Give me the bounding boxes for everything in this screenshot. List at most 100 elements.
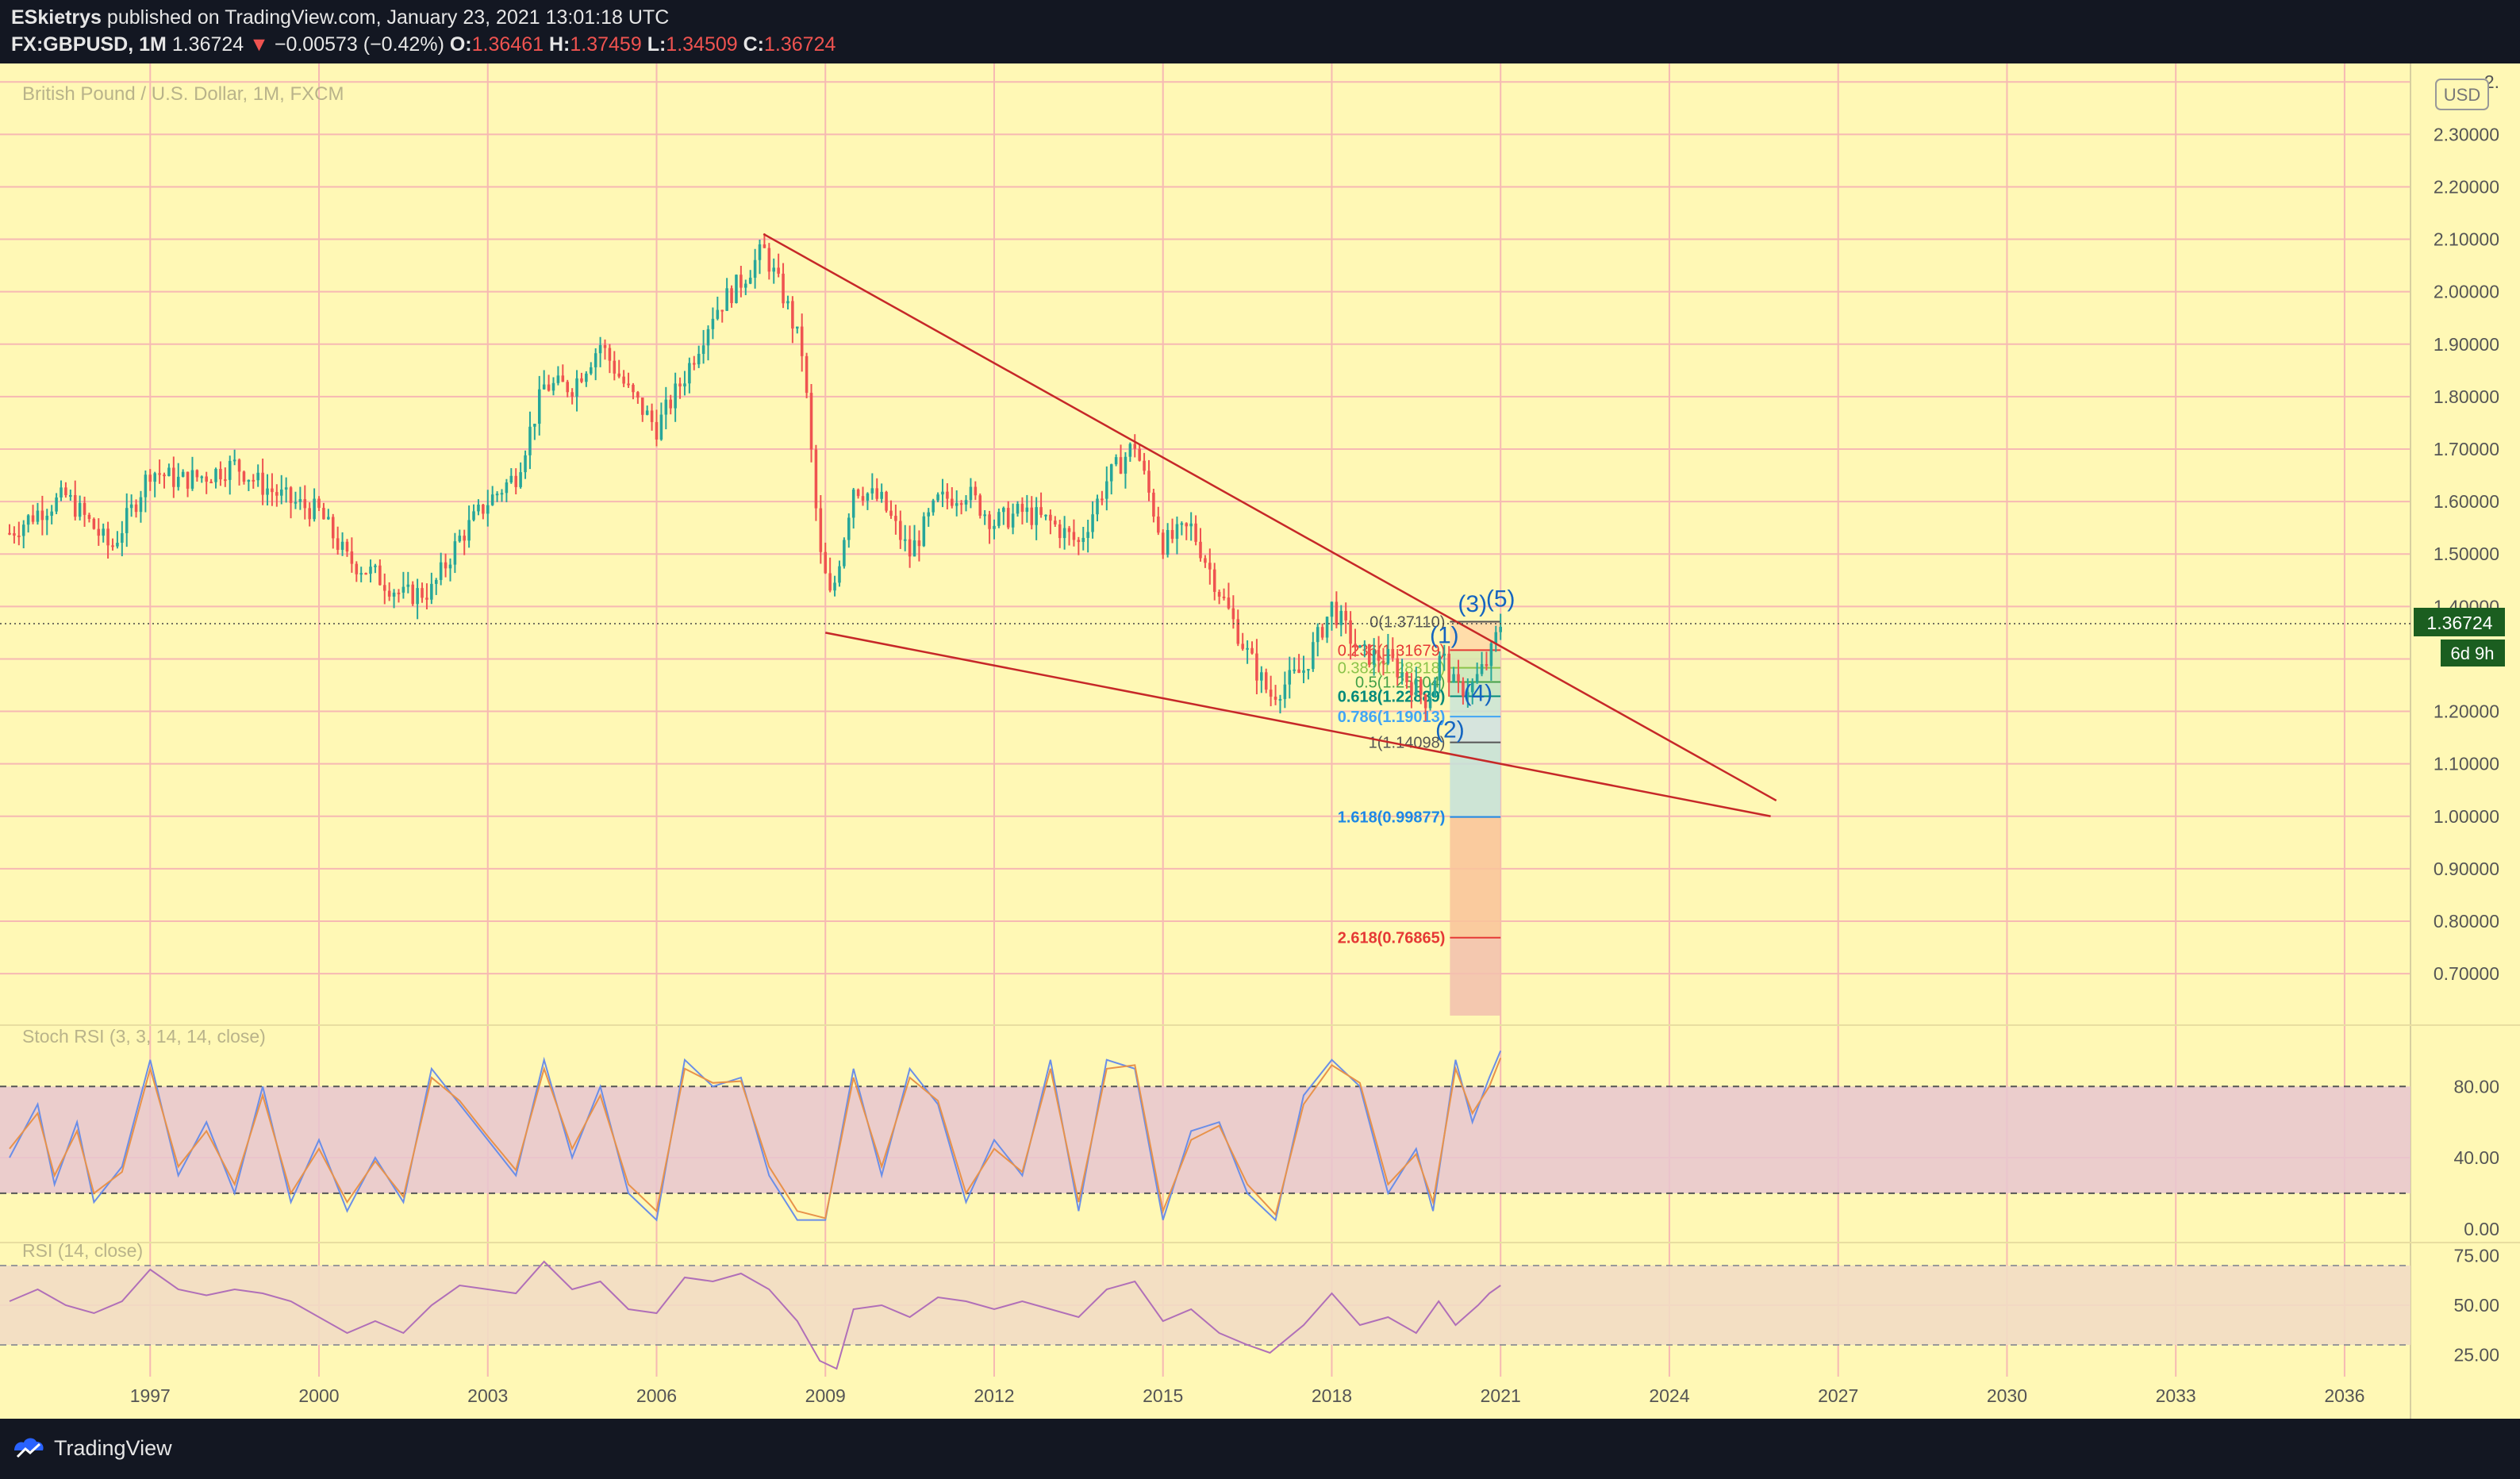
- candle-body: [261, 472, 264, 495]
- chart-canvas[interactable]: 0(1.37110)0.236(1.31679)0.382(1.28318)0.…: [0, 63, 2520, 1419]
- candle-body: [861, 496, 865, 501]
- publisher-name[interactable]: ESkietrys: [11, 6, 102, 29]
- candle-body: [416, 588, 419, 605]
- candle-body: [205, 476, 208, 482]
- candle-body: [1081, 537, 1085, 543]
- candle-body: [1011, 513, 1015, 528]
- candle-body: [327, 517, 330, 520]
- candle-body: [1293, 669, 1296, 671]
- candle-body: [1199, 541, 1202, 559]
- candle-body: [247, 479, 251, 482]
- candle-body: [1170, 529, 1174, 540]
- candle-body: [594, 353, 597, 367]
- candle-body: [951, 498, 954, 506]
- time-tick-label: 2000: [298, 1385, 339, 1406]
- candle-body: [514, 475, 517, 487]
- symbol-label: FX:GBPUSD, 1M: [11, 33, 167, 56]
- candle-body: [500, 493, 504, 495]
- candle-body: [674, 383, 677, 409]
- time-tick-label: 2006: [636, 1385, 677, 1406]
- candle-body: [1124, 456, 1127, 474]
- candle-body: [1035, 507, 1038, 525]
- candle-body: [294, 501, 298, 504]
- candle-body: [486, 505, 490, 514]
- candle-body: [55, 497, 58, 512]
- candle-body: [176, 476, 180, 487]
- elliott-wave-label: (4): [1464, 680, 1493, 706]
- candle-body: [1020, 504, 1024, 513]
- rsi-band: [0, 1266, 2411, 1345]
- high-value: 1.37459: [570, 33, 642, 56]
- candle-body: [524, 455, 527, 473]
- candle-body: [791, 301, 794, 329]
- candle-body: [21, 524, 25, 536]
- stoch-band: [0, 1086, 2411, 1193]
- publish-date: published on TradingView.com, January 23…: [106, 6, 670, 29]
- candle-body: [374, 565, 377, 567]
- candle-body: [828, 573, 832, 591]
- elliott-wave-label: (2): [1435, 717, 1465, 743]
- candle-body: [772, 267, 776, 272]
- candle-body: [641, 398, 644, 415]
- price-change: −0.00573 (−0.42%): [274, 33, 444, 56]
- candle-body: [1358, 645, 1362, 648]
- candle-body: [1128, 444, 1132, 457]
- stoch-title: Stoch RSI (3, 3, 14, 14, close): [22, 1026, 266, 1047]
- candle-body: [17, 535, 21, 537]
- candle-body: [589, 367, 593, 374]
- price-tick-label: 2.00000: [2434, 282, 2499, 302]
- candle-body: [490, 494, 494, 505]
- candle-body: [1457, 674, 1460, 682]
- candle-body: [1119, 457, 1123, 474]
- candle-body: [1143, 460, 1146, 471]
- candle-body: [1423, 694, 1427, 709]
- candle-body: [232, 459, 236, 462]
- candle-body: [453, 541, 457, 565]
- stoch-tick-label: 80.00: [2453, 1076, 2499, 1097]
- candle-body: [1044, 514, 1047, 517]
- candle-body: [946, 491, 949, 499]
- time-tick-label: 1997: [130, 1385, 171, 1406]
- candle-body: [866, 493, 870, 501]
- wedge-trendline: [763, 232, 1777, 802]
- chart-area[interactable]: 0(1.37110)0.236(1.31679)0.382(1.28318)0.…: [0, 63, 2520, 1419]
- time-tick-label: 2015: [1143, 1385, 1183, 1406]
- candle-body: [969, 486, 973, 501]
- candle-body: [121, 532, 124, 544]
- candle-body: [444, 562, 448, 569]
- candle-body: [1363, 643, 1366, 646]
- countdown-label: 6d 9h: [2450, 643, 2494, 663]
- footer: TradingView: [0, 1419, 2520, 1479]
- candle-body: [1152, 492, 1155, 517]
- candle-body: [1058, 524, 1062, 539]
- candle-body: [92, 519, 96, 529]
- candle-body: [434, 579, 438, 584]
- candle-body: [1372, 650, 1376, 665]
- last-price-badge: [2414, 607, 2505, 636]
- candle-body: [392, 592, 396, 597]
- candle-body: [158, 473, 161, 475]
- price-tick-label: 1.00000: [2434, 806, 2499, 827]
- brand-name[interactable]: TradingView: [54, 1436, 172, 1460]
- candle-body: [78, 502, 82, 517]
- candle-body: [838, 566, 841, 583]
- candle-body: [758, 244, 762, 260]
- candle-body: [777, 267, 780, 274]
- candle-body: [209, 482, 213, 484]
- candle-body: [659, 414, 663, 440]
- stoch-series-line: [9, 1051, 1502, 1222]
- candle-body: [1241, 643, 1244, 649]
- candle-body: [31, 515, 35, 522]
- candle-body: [1405, 672, 1408, 682]
- open-label: O:: [449, 33, 472, 56]
- candle-body: [1452, 674, 1455, 683]
- candle-body: [917, 540, 921, 547]
- candle-body: [894, 516, 897, 521]
- candle-body: [275, 492, 279, 496]
- candle-body: [369, 567, 372, 574]
- candle-body: [36, 510, 40, 522]
- candle-body: [922, 516, 926, 547]
- candle-body: [678, 383, 682, 387]
- candle-body: [1419, 679, 1423, 695]
- tradingview-logo-icon[interactable]: [11, 1435, 46, 1463]
